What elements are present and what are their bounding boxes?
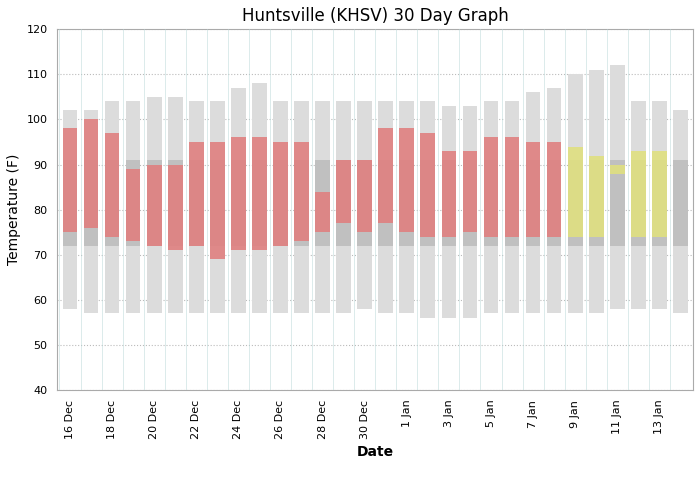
Bar	[84, 160, 99, 246]
Bar	[147, 164, 162, 246]
X-axis label: Date: Date	[356, 444, 394, 458]
Bar	[168, 160, 183, 246]
Bar	[189, 102, 204, 314]
Bar	[652, 102, 666, 309]
Bar	[505, 160, 519, 246]
Bar	[252, 138, 267, 250]
Bar	[589, 160, 603, 246]
Bar	[336, 160, 351, 246]
Bar	[126, 102, 141, 314]
Bar	[442, 160, 456, 246]
Bar	[126, 160, 141, 246]
Bar	[168, 164, 183, 250]
Bar	[336, 160, 351, 223]
Bar	[463, 106, 477, 318]
Bar	[357, 102, 372, 309]
Bar	[652, 160, 666, 246]
Bar	[105, 133, 120, 236]
Bar	[231, 138, 246, 250]
Bar	[62, 110, 77, 309]
Bar	[463, 160, 477, 246]
Bar	[589, 70, 603, 314]
Bar	[252, 160, 267, 246]
Bar	[652, 151, 666, 236]
Bar	[484, 160, 498, 246]
Bar	[315, 192, 330, 232]
Bar	[610, 66, 624, 309]
Bar	[631, 160, 645, 246]
Bar	[484, 102, 498, 314]
Bar	[62, 160, 77, 246]
Bar	[505, 102, 519, 314]
Bar	[210, 142, 225, 259]
Bar	[610, 160, 624, 246]
Bar	[357, 160, 372, 246]
Bar	[84, 120, 99, 228]
Title: Huntsville (KHSV) 30 Day Graph: Huntsville (KHSV) 30 Day Graph	[241, 7, 509, 25]
Bar	[379, 128, 393, 223]
Bar	[589, 156, 603, 236]
Bar	[547, 160, 561, 246]
Bar	[105, 160, 120, 246]
Bar	[189, 160, 204, 246]
Bar	[568, 160, 582, 246]
Bar	[442, 106, 456, 318]
Bar	[147, 97, 162, 314]
Bar	[631, 102, 645, 309]
Bar	[568, 74, 582, 314]
Bar	[294, 102, 309, 314]
Bar	[631, 151, 645, 236]
Bar	[273, 160, 288, 246]
Bar	[147, 160, 162, 246]
Bar	[168, 97, 183, 314]
Bar	[126, 169, 141, 241]
Bar	[210, 102, 225, 314]
Bar	[526, 142, 540, 236]
Bar	[294, 142, 309, 241]
Bar	[210, 160, 225, 246]
Bar	[252, 84, 267, 314]
Bar	[463, 151, 477, 232]
Bar	[547, 142, 561, 236]
Bar	[400, 128, 414, 232]
Bar	[400, 160, 414, 246]
Bar	[379, 102, 393, 314]
Bar	[421, 133, 435, 236]
Bar	[231, 88, 246, 314]
Bar	[568, 146, 582, 236]
Y-axis label: Temperature (F): Temperature (F)	[7, 154, 21, 266]
Bar	[315, 160, 330, 246]
Bar	[547, 88, 561, 314]
Bar	[105, 102, 120, 314]
Bar	[421, 160, 435, 246]
Bar	[526, 92, 540, 314]
Bar	[400, 102, 414, 314]
Bar	[484, 138, 498, 236]
Bar	[294, 160, 309, 246]
Bar	[673, 110, 688, 314]
Bar	[357, 160, 372, 232]
Bar	[84, 110, 99, 314]
Bar	[62, 128, 77, 232]
Bar	[526, 160, 540, 246]
Bar	[315, 102, 330, 314]
Bar	[379, 160, 393, 246]
Bar	[273, 102, 288, 314]
Bar	[231, 160, 246, 246]
Bar	[610, 164, 624, 173]
Bar	[442, 151, 456, 236]
Bar	[336, 102, 351, 314]
Bar	[273, 142, 288, 246]
Bar	[505, 138, 519, 236]
Bar	[421, 102, 435, 318]
Bar	[189, 142, 204, 246]
Bar	[673, 160, 688, 246]
